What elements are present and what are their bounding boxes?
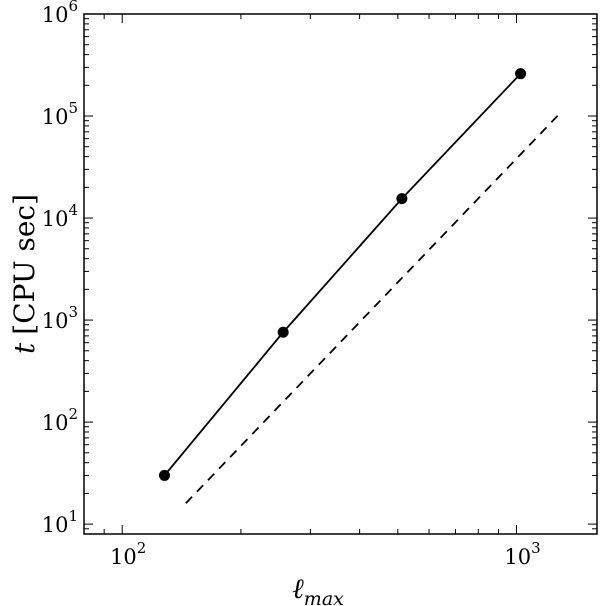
y-axis-label: t [CPU sec] (8, 194, 41, 354)
x-tick-label: 102 (110, 539, 146, 569)
dashed-reference-line (185, 111, 563, 504)
x-axis-label: ℓmax (292, 572, 344, 606)
x-tick-label: 103 (504, 539, 540, 569)
timing-series-line (163, 73, 522, 477)
x-axis-label-sub: max (304, 588, 344, 606)
x-axis-label-main: ℓ (292, 572, 304, 605)
svg-text:t[CPU sec]: t [CPU sec] (8, 194, 41, 354)
series (158, 68, 563, 504)
ticks: 101 102 103 104 105 106 102 103 (42, 0, 597, 569)
y-axis-label-var: t (8, 342, 41, 354)
data-point (396, 193, 408, 205)
data-point (515, 68, 527, 80)
y-tick-label: 106 (42, 0, 78, 27)
y-axis-label-text: [CPU sec] (8, 194, 41, 335)
data-point (158, 469, 170, 481)
y-tick-label: 104 (42, 201, 78, 231)
y-tick-label: 101 (42, 507, 78, 537)
plot-frame (83, 13, 598, 535)
y-tick-label: 103 (42, 303, 78, 333)
y-tick-label: 102 (42, 405, 78, 435)
y-tick-label: 105 (42, 99, 78, 129)
data-point (277, 326, 289, 338)
svg-text:ℓmax: ℓmax (292, 572, 344, 606)
